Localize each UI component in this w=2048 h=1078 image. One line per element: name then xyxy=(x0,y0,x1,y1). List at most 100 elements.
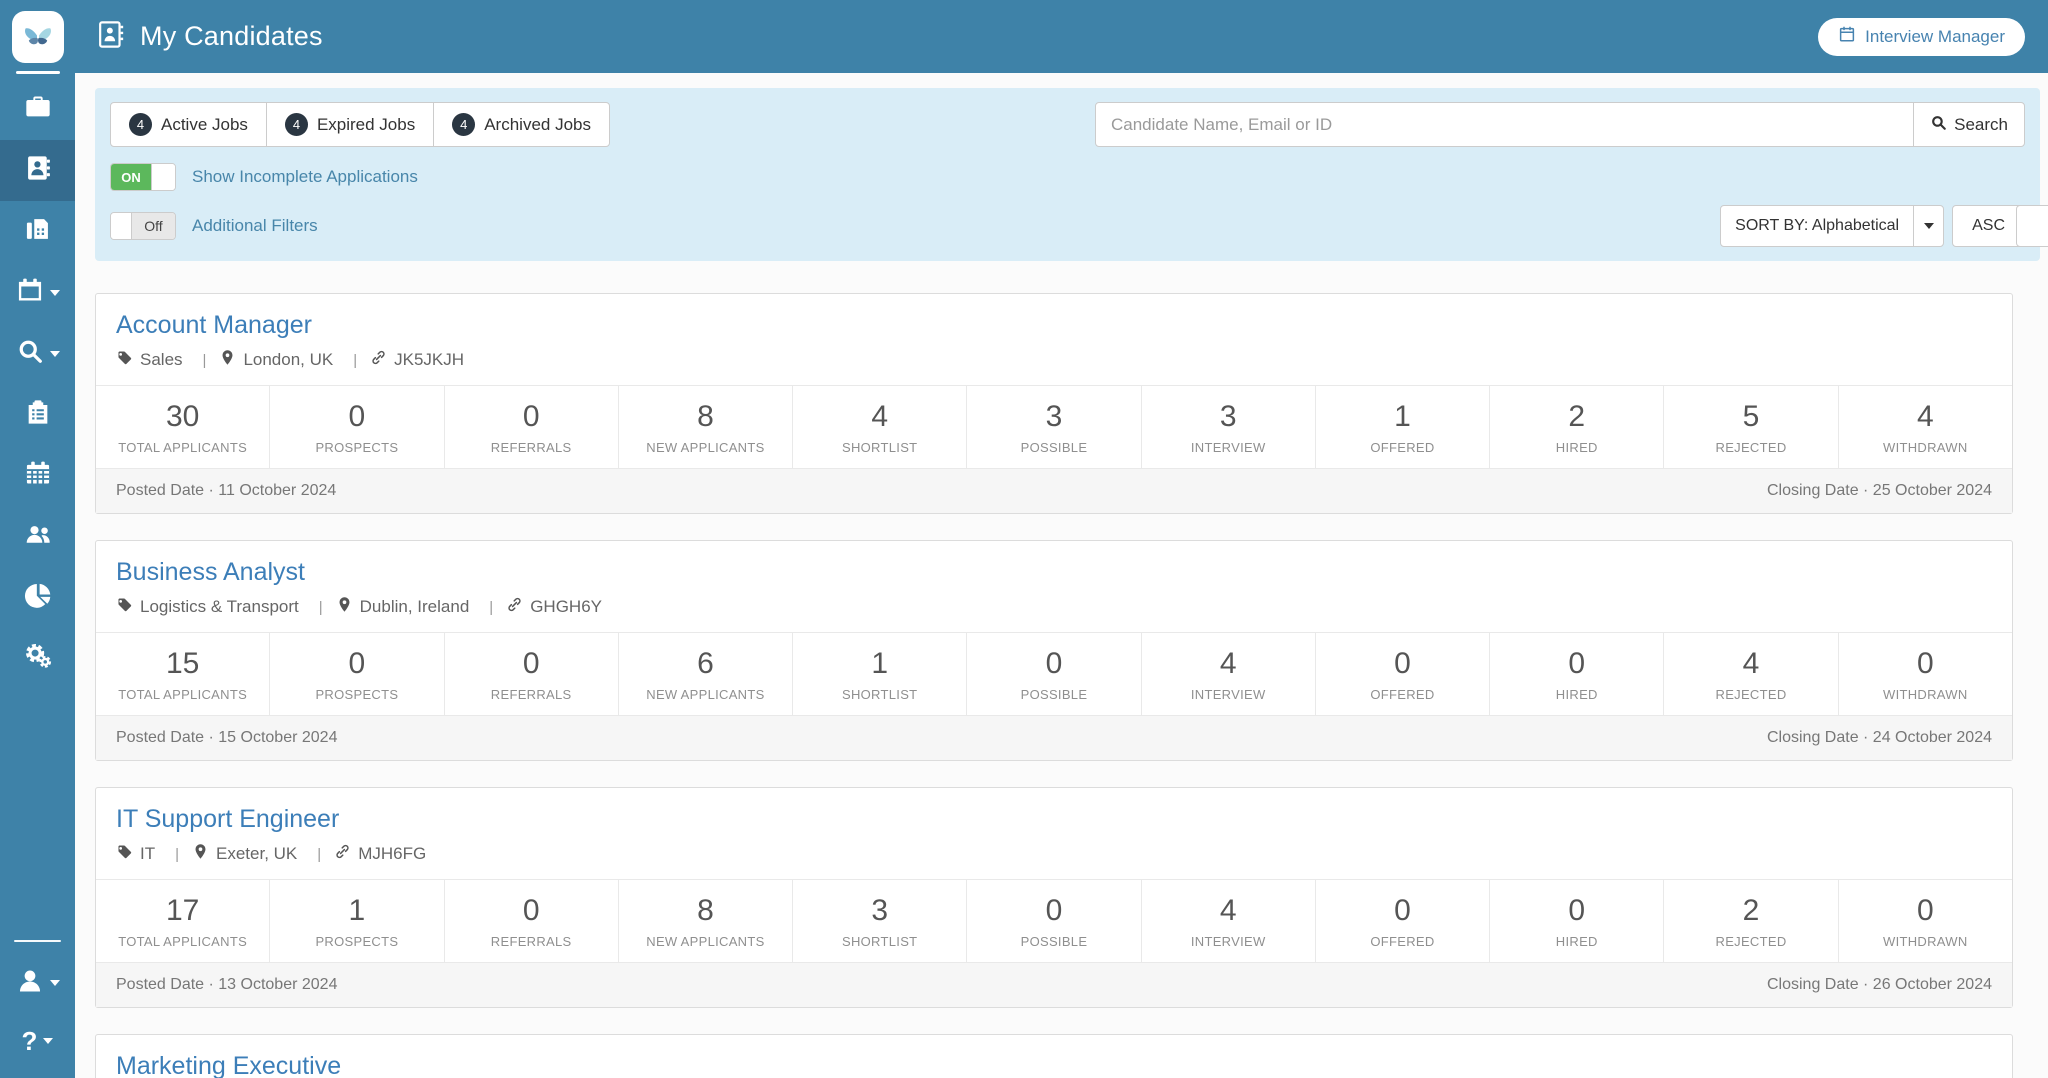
sidebar-item-help[interactable]: ? xyxy=(0,1012,75,1070)
stat-cell[interactable]: 0 REFERRALS xyxy=(445,880,619,962)
job-title-link[interactable]: Business Analyst xyxy=(116,558,305,586)
stat-cell[interactable]: 0 PROSPECTS xyxy=(270,386,445,468)
sort-by-dropdown[interactable]: SORT BY: Alphabetical xyxy=(1720,205,1915,247)
show-incomplete-applications-link[interactable]: Show Incomplete Applications xyxy=(192,167,418,186)
fax-icon xyxy=(24,215,52,248)
stat-value: 0 xyxy=(348,400,366,433)
sidebar-item-tasks[interactable] xyxy=(0,384,75,445)
posted-date: Posted Date · 15 October 2024 xyxy=(116,729,338,746)
stat-cell[interactable]: 0 WITHDRAWN xyxy=(1839,633,2012,715)
main-content: 4 Active Jobs 4 Expired Jobs 4 Archived … xyxy=(75,73,2048,1078)
stat-cell[interactable]: 0 WITHDRAWN xyxy=(1839,880,2012,962)
search-button-label: Search xyxy=(1954,114,2008,134)
stat-value: 4 xyxy=(871,400,889,433)
sidebar-item-account[interactable] xyxy=(0,954,75,1012)
stat-cell[interactable]: 0 REFERRALS xyxy=(445,633,619,715)
tab-active-jobs[interactable]: 4 Active Jobs xyxy=(110,102,267,147)
job-title-link[interactable]: Account Manager xyxy=(116,311,312,339)
stat-cell[interactable]: 3 POSSIBLE xyxy=(967,386,1142,468)
job-title-link[interactable]: Marketing Executive xyxy=(116,1052,342,1078)
stat-cell[interactable]: 1 PROSPECTS xyxy=(270,880,445,962)
job-reference: JK5JKJH xyxy=(370,349,464,371)
candidate-search-input[interactable] xyxy=(1095,102,1915,147)
sort-direction-button[interactable]: ASC xyxy=(1952,205,2025,247)
sidebar-item-analytics[interactable] xyxy=(0,567,75,628)
sort-by-label: SORT BY: Alphabetical xyxy=(1735,217,1900,234)
stat-cell[interactable]: 4 INTERVIEW xyxy=(1142,633,1316,715)
stat-cell[interactable]: 5 REJECTED xyxy=(1664,386,1839,468)
stat-cell[interactable]: 0 REFERRALS xyxy=(445,386,619,468)
stat-cell[interactable]: 4 SHORTLIST xyxy=(793,386,968,468)
stat-value: 0 xyxy=(1045,894,1063,927)
sidebar-item-candidates[interactable] xyxy=(0,140,75,201)
job-list: Account Manager Sales London, UK xyxy=(95,293,2013,1078)
sidebar-item-planner[interactable] xyxy=(0,445,75,506)
stat-cell[interactable]: 8 NEW APPLICANTS xyxy=(619,386,794,468)
job-category: Sales xyxy=(116,349,219,371)
stat-cell[interactable]: 1 SHORTLIST xyxy=(793,633,968,715)
job-category-text: Logistics & Transport xyxy=(140,597,299,616)
stat-cell[interactable]: 4 WITHDRAWN xyxy=(1839,386,2012,468)
stat-cell[interactable]: 3 SHORTLIST xyxy=(793,880,968,962)
job-title-link[interactable]: IT Support Engineer xyxy=(116,805,340,833)
stat-label: OFFERED xyxy=(1370,440,1435,455)
closing-date: Closing Date · 24 October 2024 xyxy=(1766,729,1992,746)
stat-label: REJECTED xyxy=(1715,934,1787,949)
sidebar-item-contacts[interactable] xyxy=(0,201,75,262)
stat-cell[interactable]: 15 TOTAL APPLICANTS xyxy=(96,633,271,715)
stat-cell[interactable]: 4 INTERVIEW xyxy=(1142,880,1316,962)
toggle-state-label: ON xyxy=(111,164,151,190)
chevron-down-icon xyxy=(49,350,60,357)
stat-cell[interactable]: 2 REJECTED xyxy=(1664,880,1839,962)
tab-archived-jobs[interactable]: 4 Archived Jobs xyxy=(433,102,610,147)
stat-value: 0 xyxy=(1568,894,1586,927)
stat-value: 2 xyxy=(1742,894,1760,927)
sort-dropdown-caret[interactable] xyxy=(1913,205,1945,247)
job-card-footer: Posted Date · 11 October 2024 Closing Da… xyxy=(96,468,2012,513)
sidebar-item-calendar[interactable] xyxy=(0,262,75,323)
stat-value: 1 xyxy=(1394,400,1411,433)
stat-label: SHORTLIST xyxy=(841,440,918,455)
stat-cell[interactable]: 30 TOTAL APPLICANTS xyxy=(96,386,271,468)
menu-line-icon[interactable] xyxy=(15,71,60,74)
stat-cell[interactable]: 0 OFFERED xyxy=(1316,633,1491,715)
stat-cell[interactable]: 3 INTERVIEW xyxy=(1142,386,1316,468)
interview-manager-button[interactable]: Interview Manager xyxy=(1818,17,2025,56)
additional-filters-link[interactable]: Additional Filters xyxy=(192,216,318,235)
stat-cell[interactable]: 0 PROSPECTS xyxy=(270,633,445,715)
tab-expired-jobs[interactable]: 4 Expired Jobs xyxy=(265,102,435,147)
stat-cell[interactable]: 0 HIRED xyxy=(1490,633,1665,715)
candidate-search-group: Search xyxy=(1095,102,2025,147)
stat-value: 6 xyxy=(697,647,714,680)
stat-label: REFERRALS xyxy=(490,934,572,949)
stat-cell[interactable]: 8 NEW APPLICANTS xyxy=(619,880,794,962)
sidebar-item-people[interactable] xyxy=(0,506,75,567)
stat-value: 1 xyxy=(348,894,366,927)
stat-cell[interactable]: 4 REJECTED xyxy=(1664,633,1839,715)
calendar-icon xyxy=(16,276,44,309)
sort-direction-partial-button[interactable] xyxy=(2016,205,2048,247)
job-status-tabs: 4 Active Jobs 4 Expired Jobs 4 Archived … xyxy=(110,102,610,147)
additional-filters-toggle[interactable]: Off xyxy=(110,212,176,240)
sidebar-item-jobs[interactable] xyxy=(0,79,75,140)
stat-cell[interactable]: 0 POSSIBLE xyxy=(967,880,1142,962)
incomplete-applications-toggle[interactable]: ON xyxy=(110,163,176,191)
stat-cell[interactable]: 2 HIRED xyxy=(1490,386,1665,468)
job-category-text: IT xyxy=(140,844,156,863)
stat-cell[interactable]: 0 HIRED xyxy=(1490,880,1665,962)
stat-label: WITHDRAWN xyxy=(1883,687,1968,702)
sort-controls: SORT BY: Alphabetical ASC xyxy=(1720,205,2048,247)
sidebar-item-search[interactable] xyxy=(0,323,75,384)
search-button[interactable]: Search xyxy=(1913,102,2025,147)
stat-value: 30 xyxy=(165,400,200,433)
stat-cell[interactable]: 6 NEW APPLICANTS xyxy=(619,633,794,715)
stat-value: 0 xyxy=(1045,647,1063,680)
butterfly-logo-icon[interactable] xyxy=(11,11,64,63)
stat-value: 0 xyxy=(522,647,540,680)
stat-cell[interactable]: 17 TOTAL APPLICANTS xyxy=(96,880,271,962)
stat-label: HIRED xyxy=(1555,934,1598,949)
stat-cell[interactable]: 0 POSSIBLE xyxy=(967,633,1142,715)
stat-cell[interactable]: 1 OFFERED xyxy=(1316,386,1491,468)
stat-cell[interactable]: 0 OFFERED xyxy=(1316,880,1491,962)
sidebar-item-settings[interactable] xyxy=(0,628,75,689)
